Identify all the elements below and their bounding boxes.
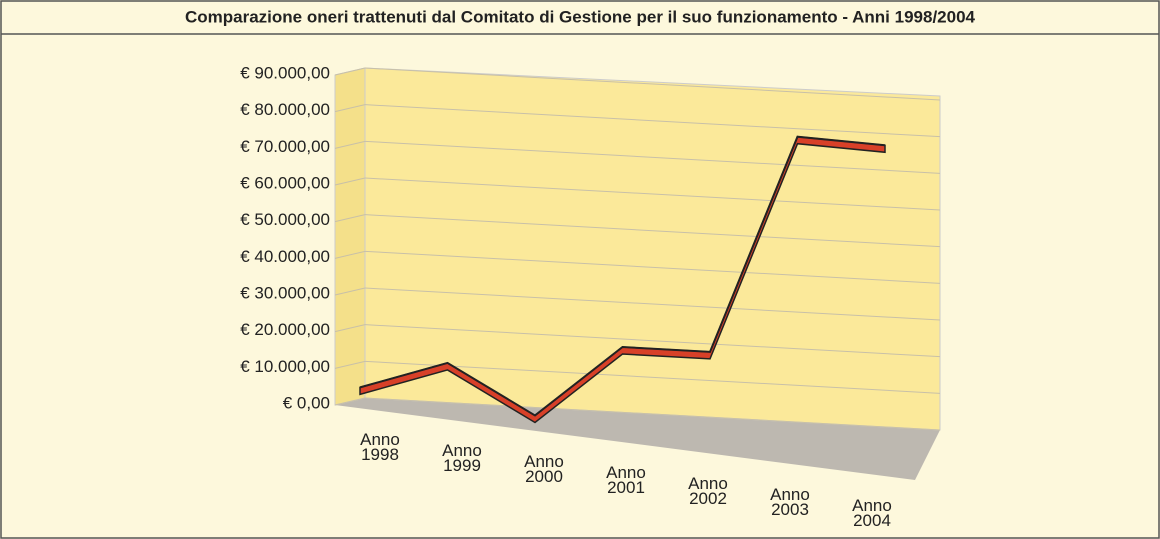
side-grid-line	[334, 140, 366, 149]
grid-line	[364, 397, 941, 431]
side-grid-line	[334, 177, 366, 186]
y-tick-label: € 30.000,00	[240, 283, 330, 302]
grid-line	[364, 67, 941, 101]
x-tick-label: Anno 2003	[770, 485, 810, 519]
y-tick-label: € 60.000,00	[240, 173, 330, 192]
line	[359, 135, 886, 417]
side-grid-line	[334, 360, 366, 369]
x-tick-label: Anno 1998	[360, 430, 400, 464]
y-tick-label: € 90.000,00	[240, 63, 330, 82]
x-tick-label: Anno 1999	[442, 441, 482, 475]
chart-title: Comparazione oneri trattenuti dal Comita…	[185, 7, 976, 26]
y-tick-label: € 0,00	[283, 393, 330, 412]
x-tick-label: Anno 2002	[688, 474, 728, 508]
x-tick-label: Anno 2001	[606, 463, 646, 497]
side-grid-line	[334, 214, 366, 223]
y-tick-label: € 50.000,00	[240, 210, 330, 229]
side-grid-line	[334, 287, 366, 296]
grid-line	[364, 324, 941, 358]
side-grid-line	[334, 250, 366, 259]
side-grid-line	[334, 67, 366, 76]
grid-line	[364, 214, 941, 248]
y-tick-label: € 10.000,00	[240, 357, 330, 376]
floor	[335, 398, 940, 480]
side-wall	[334, 67, 366, 406]
y-tick-label: € 70.000,00	[240, 137, 330, 156]
y-tick-label: € 40.000,00	[240, 247, 330, 266]
side-grid-line	[334, 104, 366, 113]
y-tick-label: € 20.000,00	[240, 320, 330, 339]
grid-line	[364, 177, 941, 211]
grid-line	[364, 104, 941, 138]
x-tick-label: Anno 2000	[524, 452, 564, 486]
back-wall	[364, 67, 941, 431]
grid-line	[364, 360, 941, 394]
y-tick-label: € 80.000,00	[240, 100, 330, 119]
grid-line	[364, 287, 941, 321]
side-grid-line	[334, 397, 366, 406]
x-tick-label: Anno 2004	[852, 496, 892, 530]
side-grid-line	[334, 324, 366, 333]
grid-line	[364, 140, 941, 174]
grid-line	[364, 250, 941, 284]
